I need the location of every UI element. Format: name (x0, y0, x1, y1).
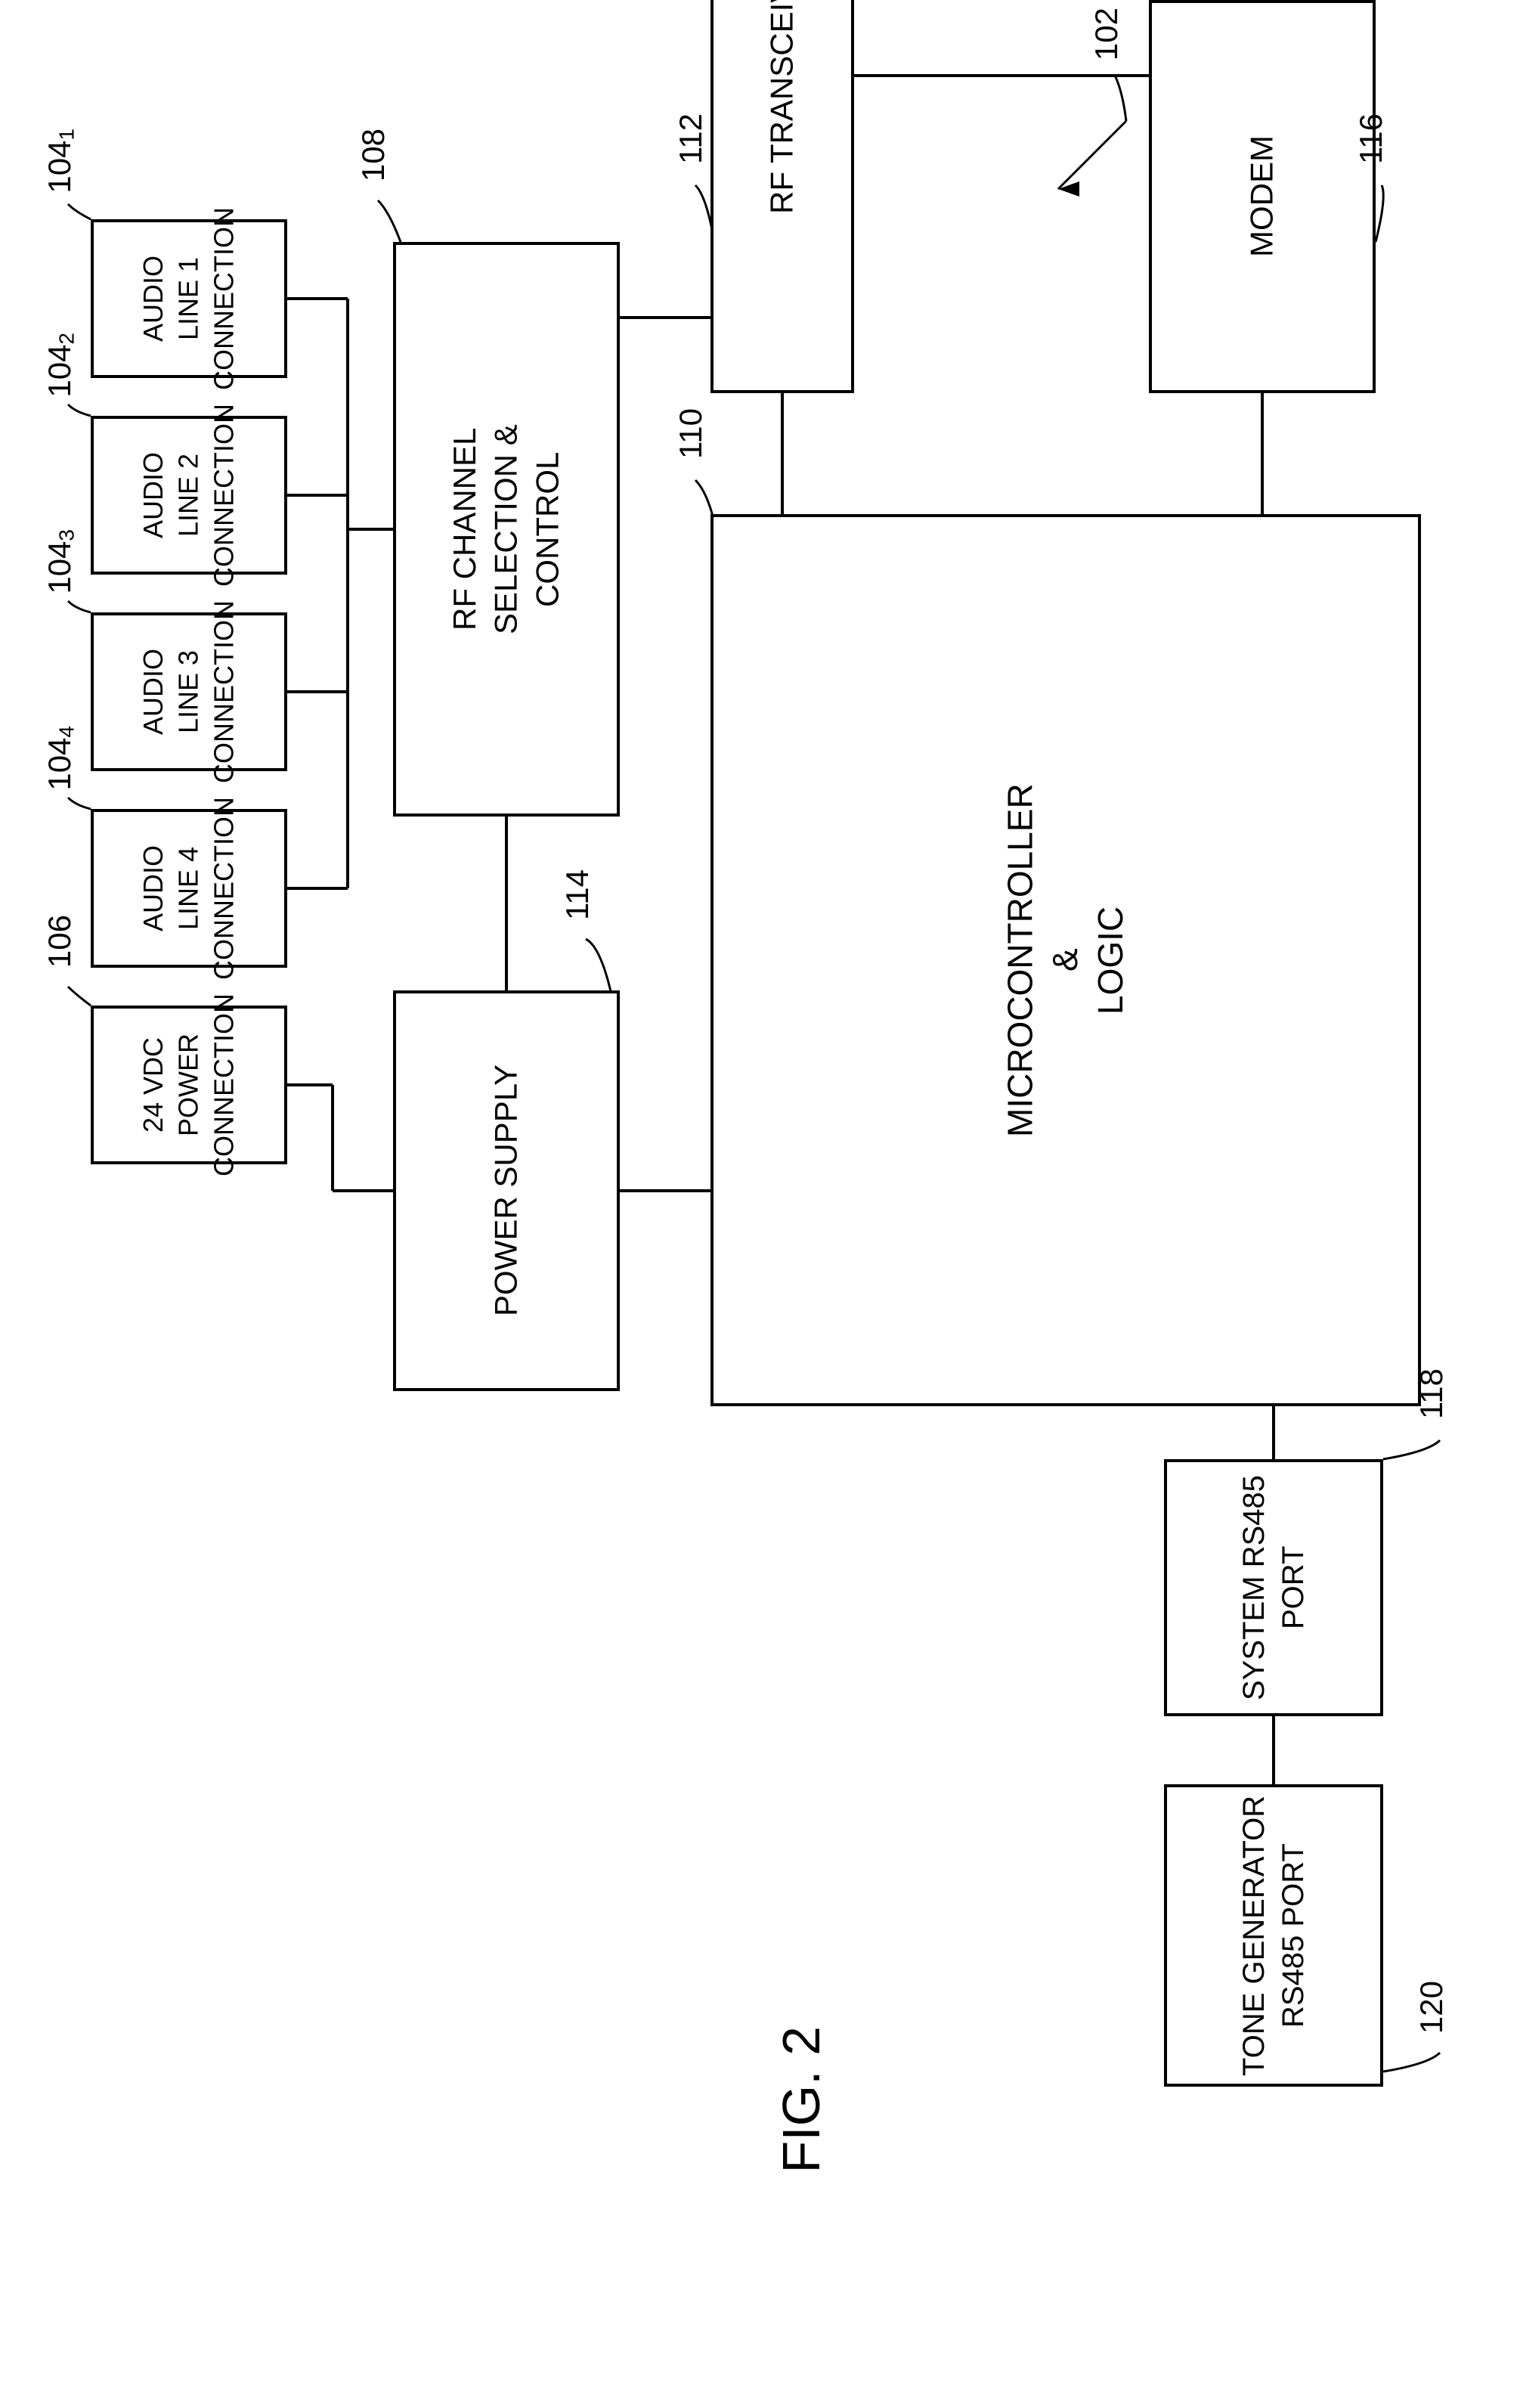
rf-channel-selection-block: RF CHANNELSELECTION &CONTROL (393, 242, 620, 817)
ref-label: 102 (1088, 8, 1125, 60)
audio-line-1-block: AUDIOLINE 1CONNECTION (91, 219, 287, 378)
rf-transceiver-block: RF TRANSCEIVER (710, 0, 854, 393)
figure-label: FIG. 2 (771, 2026, 831, 2173)
power-supply-block: POWER SUPPLY (393, 990, 620, 1391)
tone-generator-block: TONE GENERATORRS485 PORT (1164, 1784, 1383, 2087)
ref-label: 110 (673, 408, 709, 459)
audio-line-3-block: AUDIOLINE 3CONNECTION (91, 612, 287, 771)
ref-label: 1043 (42, 529, 79, 594)
ref-label: 120 (1413, 1981, 1450, 2034)
audio-line-4-block: AUDIOLINE 4CONNECTION (91, 809, 287, 968)
ref-label: 112 (673, 113, 709, 164)
ref-label: 116 (1353, 113, 1389, 164)
modem-block: MODEM (1149, 0, 1376, 393)
ref-label: 118 (1413, 1368, 1450, 1419)
ref-label: 1041 (42, 129, 79, 194)
audio-line-2-block: AUDIOLINE 2CONNECTION (91, 416, 287, 575)
ref-label: 1042 (42, 333, 79, 398)
block-diagram: AUDIOLINE 1CONNECTION AUDIOLINE 2CONNECT… (30, 30, 1466, 2298)
ref-label: 106 (42, 915, 78, 968)
system-rs485-block: SYSTEM RS485PORT (1164, 1459, 1383, 1716)
ref-label: 108 (355, 129, 392, 181)
ref-label: 114 (559, 869, 596, 920)
power-connection-block: 24 VDCPOWERCONNECTION (91, 1006, 287, 1164)
microcontroller-block: MICROCONTROLLER&LOGIC (710, 514, 1421, 1406)
ref-label: 1044 (42, 726, 79, 791)
